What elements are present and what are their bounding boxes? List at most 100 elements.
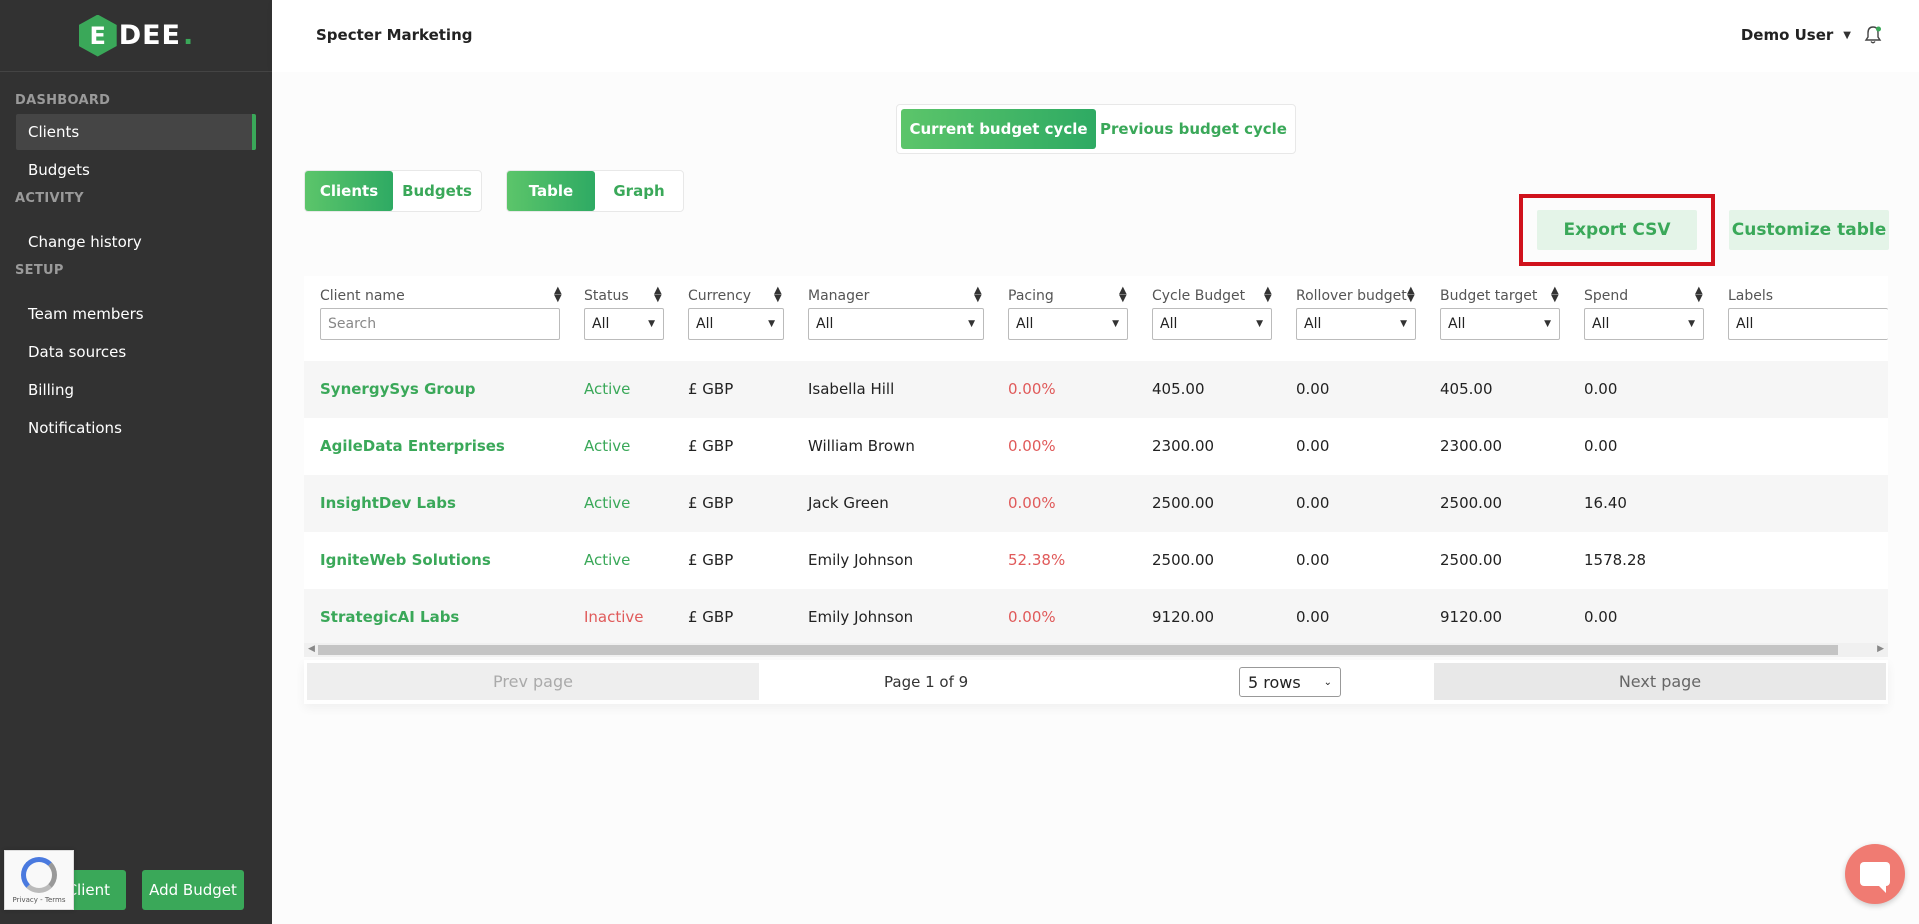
recaptcha-badge[interactable]: Privacy - Terms [4,850,74,910]
dropdown-arrow-icon: ▼ [1256,319,1263,329]
export-csv-button[interactable]: Export CSV [1537,210,1697,250]
rollover-cell: 0.00 [1296,551,1330,569]
column-header-labels[interactable]: Labels [1728,288,1774,304]
sort-icon[interactable]: ▲ ▼ [1551,285,1559,304]
client-name-link[interactable]: InsightDev Labs [320,494,456,512]
status-filter-select[interactable]: All ▼ [584,308,664,340]
column-header-currency[interactable]: Currency [688,288,752,304]
user-name: Demo User [1740,26,1834,44]
sort-icon[interactable]: ▲ ▼ [654,285,662,304]
scroll-right-icon[interactable]: ▶ [1877,644,1884,654]
currency-filter-select[interactable]: All ▼ [688,308,784,340]
column-header-budget-target[interactable]: Budget target [1440,288,1538,304]
tab-current-budget-cycle[interactable]: Current budget cycle [901,109,1096,149]
manager-filter-select[interactable]: All ▼ [808,308,984,340]
currency-cell: £ GBP [688,608,734,626]
labels-filter-input[interactable]: All [1728,308,1888,340]
export-highlight-box [1519,194,1715,266]
chat-launcher-button[interactable] [1845,844,1905,904]
pacing-cell: 0.00% [1008,608,1056,626]
header: Specter Marketing Demo User ▼ [272,0,1919,72]
logo[interactable]: E DEE . [78,14,194,57]
sort-icon[interactable]: ▲ ▼ [1119,285,1127,304]
budget-target-cell: 2300.00 [1440,437,1503,455]
dropdown-arrow-icon: ▼ [648,319,655,329]
cycle-budget-filter-select[interactable]: All ▼ [1152,308,1272,340]
column-header-rollover-budget[interactable]: Rollover budget [1296,288,1407,304]
view-toggle: Clients Budgets [304,170,482,212]
sort-icon[interactable]: ▲ ▼ [1264,285,1272,304]
pacing-cell: 0.00% [1008,494,1056,512]
sort-icon[interactable]: ▲ ▼ [774,285,782,304]
pacing-filter-value: All [1016,316,1034,332]
table-row[interactable]: AgileData Enterprises Active £ GBP Willi… [304,418,1888,475]
logo-text: DEE [118,20,182,51]
client-name-link[interactable]: SynergySys Group [320,380,476,398]
pacing-filter-select[interactable]: All ▼ [1008,308,1128,340]
rows-per-page-select[interactable]: 5 rows ⌄ [1239,667,1341,697]
tab-previous-budget-cycle[interactable]: Previous budget cycle [1100,120,1287,138]
next-page-button[interactable]: Next page [1434,663,1886,700]
scrollbar-thumb[interactable] [318,645,1838,655]
user-menu[interactable]: Demo User ▼ [1741,26,1851,44]
rollover-filter-select[interactable]: All ▼ [1296,308,1416,340]
chevron-down-icon: ⌄ [1323,676,1332,688]
table-horizontal-scrollbar[interactable]: ◀ ▶ [304,643,1888,657]
sort-icon[interactable]: ▲ ▼ [1407,285,1415,304]
budget-target-filter-value: All [1448,316,1466,332]
table-row[interactable]: IgniteWeb Solutions Active £ GBP Emily J… [304,532,1888,589]
tab-table[interactable]: Table [507,171,595,211]
column-header-client-name[interactable]: Client name [320,288,405,304]
sort-icon[interactable]: ▲ ▼ [974,285,982,304]
cycle-budget-cell: 2500.00 [1152,494,1215,512]
budget-target-filter-select[interactable]: All ▼ [1440,308,1560,340]
client-name-link[interactable]: StrategicAI Labs [320,608,460,626]
sidebar-item-data-sources[interactable]: Data sources [28,343,127,361]
sidebar-item-team-members[interactable]: Team members [28,305,144,323]
tab-clients[interactable]: Clients [305,171,393,211]
client-name-link[interactable]: IgniteWeb Solutions [320,551,491,569]
manager-cell: Emily Johnson [808,551,914,569]
sort-icon[interactable]: ▲ ▼ [1695,285,1703,304]
manager-cell: Emily Johnson [808,608,914,626]
spend-cell: 0.00 [1584,608,1618,626]
column-header-pacing[interactable]: Pacing [1008,288,1054,304]
pagination: Prev page Page 1 of 9 5 rows ⌄ Next page [304,660,1888,704]
table-row[interactable]: InsightDev Labs Active £ GBP Jack Green … [304,475,1888,532]
sidebar-item-budgets[interactable]: Budgets [28,161,90,179]
status-cell: Active [584,551,631,569]
pacing-cell: 52.38% [1008,551,1066,569]
spend-filter-select[interactable]: All ▼ [1584,308,1704,340]
manager-cell: Jack Green [808,494,889,512]
status-cell: Active [584,437,631,455]
table-row[interactable]: StrategicAI Labs Inactive £ GBP Emily Jo… [304,589,1888,646]
spend-cell: 16.40 [1584,494,1627,512]
client-search-input[interactable]: Search [320,308,560,340]
customize-table-button[interactable]: Customize table [1729,210,1889,250]
client-name-link[interactable]: AgileData Enterprises [320,437,505,455]
tab-graph[interactable]: Graph [613,182,665,200]
chat-bubble-icon [1860,862,1890,893]
column-header-manager[interactable]: Manager [808,288,870,304]
spend-cell: 0.00 [1584,437,1618,455]
bell-icon[interactable] [1863,25,1883,45]
prev-page-button[interactable]: Prev page [307,663,759,700]
recaptcha-text: Privacy - Terms [12,895,66,904]
tab-budgets[interactable]: Budgets [402,182,472,200]
main-content: Current budget cycle Previous budget cyc… [272,72,1919,924]
column-header-spend[interactable]: Spend [1584,288,1629,304]
sort-icon[interactable]: ▲ ▼ [554,285,562,304]
rollover-cell: 0.00 [1296,494,1330,512]
column-header-status[interactable]: Status [584,288,629,304]
sidebar-item-notifications[interactable]: Notifications [28,419,122,437]
company-name: Specter Marketing [316,26,473,44]
logo-dot: . [183,20,194,51]
sidebar-item-change-history[interactable]: Change history [28,233,142,251]
nav-section-activity: ACTIVITY [15,191,84,206]
table-row[interactable]: SynergySys Group Active £ GBP Isabella H… [304,361,1888,418]
sidebar-item-clients[interactable]: Clients [16,114,256,150]
scroll-left-icon[interactable]: ◀ [308,644,315,654]
column-header-cycle-budget[interactable]: Cycle Budget [1152,288,1246,304]
add-budget-button[interactable]: Add Budget [142,870,244,910]
sidebar-item-billing[interactable]: Billing [28,381,74,399]
